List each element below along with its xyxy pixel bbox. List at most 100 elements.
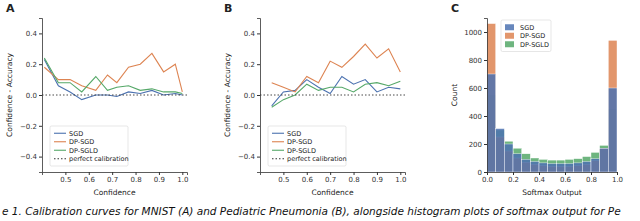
tick-label: −0.2 bbox=[238, 123, 255, 131]
axis-line bbox=[261, 173, 406, 176]
legend-swatch bbox=[54, 141, 66, 142]
tick-label: 0 bbox=[478, 169, 482, 177]
tick-label: 0.7 bbox=[107, 176, 118, 184]
tick-label: 0.2 bbox=[26, 61, 37, 69]
tick: 800 bbox=[469, 57, 487, 65]
tick: −0.4 bbox=[20, 153, 42, 161]
x-axis: 0.00.20.40.60.81.0 bbox=[482, 172, 623, 184]
tick: 1000 bbox=[464, 29, 487, 37]
legend-label: DP-SGD bbox=[520, 32, 545, 40]
line bbox=[44, 58, 182, 93]
bar bbox=[513, 154, 522, 172]
bar bbox=[548, 164, 557, 172]
bar bbox=[556, 160, 565, 172]
legend-label: DP-SGLD bbox=[287, 147, 316, 155]
panel-title: A bbox=[6, 2, 15, 15]
bar bbox=[530, 162, 539, 173]
tick-label: 0.0 bbox=[244, 92, 255, 100]
legend-box bbox=[50, 126, 128, 166]
tick-mark bbox=[484, 144, 487, 145]
legend-swatch bbox=[505, 33, 514, 39]
bar bbox=[608, 88, 617, 172]
tick: 0.5 bbox=[278, 172, 289, 184]
tick: 1.0 bbox=[177, 172, 188, 184]
tick: 0.0 bbox=[26, 92, 42, 100]
bar bbox=[565, 164, 574, 172]
tick-mark bbox=[39, 95, 42, 96]
tick: 0.8 bbox=[130, 172, 141, 184]
legend-swatch bbox=[54, 158, 66, 159]
legend: SGDDP-SGDDP-SGLDperfect calibration bbox=[268, 126, 347, 166]
tick-mark bbox=[257, 64, 260, 65]
legend-label: DP-SGD bbox=[287, 138, 312, 146]
tick: 0.2 bbox=[244, 61, 260, 69]
x-axis-title: Softmax Output bbox=[522, 188, 582, 197]
legend-swatch bbox=[272, 150, 284, 151]
legend-label: DP-SGLD bbox=[69, 147, 98, 155]
tick: 0.4 bbox=[244, 30, 260, 38]
tick-mark bbox=[136, 172, 137, 175]
tick-label: −0.4 bbox=[238, 153, 256, 161]
tick-mark bbox=[484, 116, 487, 117]
legend: SGDDP-SGDDP-SGLD bbox=[501, 20, 551, 52]
tick: 0.8 bbox=[586, 172, 597, 184]
tick-mark bbox=[283, 172, 284, 175]
tick-label: 1000 bbox=[464, 29, 482, 37]
y-axis: 02004006008001000 bbox=[464, 19, 487, 177]
x-axis-title: Confidence bbox=[311, 188, 354, 197]
tick: 0.6 bbox=[560, 172, 572, 184]
bar bbox=[522, 159, 531, 172]
bar bbox=[574, 159, 583, 172]
axis-line bbox=[484, 19, 488, 173]
bar bbox=[496, 129, 505, 172]
tick-mark bbox=[591, 172, 592, 175]
y-axis: −0.4 −0.2 0.0 0.2 0.4 bbox=[238, 19, 261, 173]
legend-label: DP-SGLD bbox=[520, 41, 549, 49]
tick: 0.0 bbox=[244, 92, 260, 100]
legend-swatch bbox=[54, 133, 66, 134]
tick: 0.9 bbox=[154, 172, 165, 184]
line bbox=[42, 95, 187, 96]
tick: 0.9 bbox=[372, 172, 383, 184]
tick-label: 0.8 bbox=[348, 176, 359, 184]
tick: 0.6 bbox=[302, 172, 314, 184]
tick: −0.4 bbox=[238, 153, 260, 161]
tick: 0.4 bbox=[26, 30, 42, 38]
tick-mark bbox=[330, 172, 331, 175]
axis-line bbox=[257, 19, 261, 173]
tick: 0.2 bbox=[26, 61, 42, 69]
tick-mark bbox=[484, 88, 487, 89]
panel: 0.00.20.40.60.81.002004006008001000CSoft… bbox=[450, 2, 623, 197]
tick-label: 0.6 bbox=[302, 176, 314, 184]
bar bbox=[582, 162, 591, 173]
legend-swatch bbox=[272, 133, 284, 134]
tick-mark bbox=[39, 126, 42, 127]
tick-label: 0.9 bbox=[372, 176, 383, 184]
legend-box bbox=[501, 20, 551, 52]
tick-label: 0.5 bbox=[278, 176, 289, 184]
tick-label: 0.2 bbox=[244, 61, 255, 69]
legend-swatch bbox=[272, 158, 284, 159]
x-axis-title: Confidence bbox=[93, 188, 136, 197]
tick: 0.8 bbox=[348, 172, 359, 184]
bar bbox=[565, 159, 574, 172]
plot-area bbox=[487, 24, 617, 172]
tick-mark bbox=[484, 172, 487, 173]
tick-mark bbox=[182, 172, 183, 175]
tick-label: 1.0 bbox=[395, 176, 406, 184]
tick-label: 1.0 bbox=[177, 176, 188, 184]
line bbox=[272, 44, 401, 92]
tick: 0.0 bbox=[482, 172, 493, 184]
tick-label: 0.4 bbox=[26, 30, 38, 38]
tick-label: 200 bbox=[469, 141, 482, 149]
tick-mark bbox=[257, 33, 260, 34]
tick: 1.0 bbox=[612, 172, 623, 184]
tick-label: 0.2 bbox=[508, 176, 519, 184]
panel-title: C bbox=[451, 2, 459, 15]
bar bbox=[487, 74, 496, 172]
legend-label: DP-SGD bbox=[69, 138, 94, 146]
tick-mark bbox=[617, 172, 618, 175]
tick-mark bbox=[112, 172, 113, 175]
tick: 0 bbox=[478, 169, 487, 177]
tick-label: 0.5 bbox=[60, 176, 71, 184]
